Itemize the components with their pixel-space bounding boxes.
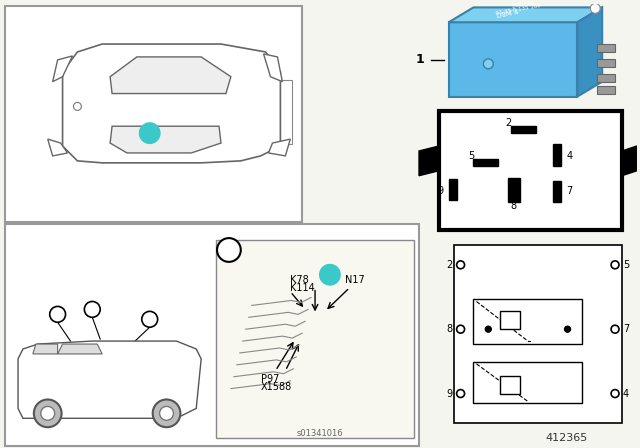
Circle shape [611, 325, 619, 333]
Circle shape [140, 123, 159, 143]
Bar [597, 86, 615, 94]
Bar [597, 44, 615, 52]
Polygon shape [449, 22, 577, 96]
Text: 4: 4 [623, 388, 629, 399]
Circle shape [320, 265, 340, 284]
Circle shape [611, 390, 619, 397]
Text: X1588: X1588 [260, 382, 292, 392]
Bar [500, 311, 520, 329]
Text: D8M 4: D8M 4 [497, 9, 520, 19]
Polygon shape [622, 146, 637, 176]
Text: K114: K114 [291, 283, 315, 293]
Polygon shape [196, 362, 201, 409]
Bar [454, 245, 622, 423]
Text: 5: 5 [623, 260, 629, 270]
Text: 2: 2 [447, 260, 452, 270]
Text: 2: 2 [505, 118, 511, 128]
Polygon shape [577, 8, 602, 96]
Polygon shape [63, 44, 280, 163]
Text: 9: 9 [438, 185, 444, 196]
Bar [553, 181, 561, 202]
Bar [216, 240, 414, 438]
Circle shape [611, 261, 619, 269]
Circle shape [564, 326, 570, 332]
Circle shape [41, 406, 54, 420]
Polygon shape [48, 139, 68, 156]
Bar [508, 178, 520, 202]
Bar [597, 59, 615, 67]
Circle shape [217, 238, 241, 262]
Polygon shape [33, 344, 58, 354]
Text: 1: 1 [326, 270, 334, 280]
Text: 2: 2 [147, 314, 153, 324]
Text: N17: N17 [345, 275, 365, 284]
Text: 1: 1 [89, 304, 95, 314]
Polygon shape [52, 56, 72, 82]
Polygon shape [58, 344, 102, 354]
Text: 5: 5 [468, 151, 475, 161]
Bar [439, 112, 622, 230]
Circle shape [590, 4, 600, 13]
Bar [500, 376, 520, 393]
Bar [5, 224, 419, 446]
Circle shape [456, 261, 465, 269]
Polygon shape [8, 362, 15, 409]
Circle shape [483, 59, 493, 69]
Text: 4: 4 [566, 151, 573, 161]
Circle shape [456, 325, 465, 333]
Text: 9: 9 [447, 388, 452, 399]
Text: 7: 7 [566, 185, 573, 196]
Bar [449, 179, 456, 200]
Circle shape [84, 302, 100, 317]
Polygon shape [110, 126, 221, 153]
Text: 1: 1 [415, 53, 424, 66]
Polygon shape [449, 8, 602, 22]
Bar [474, 362, 582, 404]
Text: 7: 7 [623, 324, 629, 334]
Circle shape [34, 400, 61, 427]
Polygon shape [269, 139, 291, 156]
Polygon shape [419, 146, 439, 176]
Circle shape [159, 406, 173, 420]
Text: 61 35-6 135 160: 61 35-6 135 160 [495, 3, 541, 16]
Bar [271, 80, 292, 144]
Text: 1: 1 [224, 243, 234, 257]
Text: 8: 8 [510, 202, 516, 211]
Circle shape [485, 326, 492, 332]
Text: 8: 8 [447, 324, 452, 334]
Bar [597, 74, 615, 82]
Circle shape [50, 306, 65, 322]
Text: 308 110: 308 110 [511, 0, 534, 9]
Bar [511, 126, 536, 133]
Text: P97: P97 [260, 374, 279, 383]
Text: 412365: 412365 [545, 433, 588, 443]
Text: 3: 3 [54, 309, 61, 319]
Bar [474, 299, 582, 344]
Polygon shape [110, 57, 231, 94]
Bar [474, 159, 498, 166]
Text: 1: 1 [146, 128, 154, 138]
Circle shape [74, 103, 81, 110]
Text: K78: K78 [291, 275, 309, 284]
Circle shape [456, 390, 465, 397]
Text: s01341016: s01341016 [297, 429, 343, 438]
Bar [5, 6, 302, 222]
Circle shape [142, 311, 157, 327]
Polygon shape [264, 54, 282, 82]
Circle shape [153, 400, 180, 427]
Bar [553, 144, 561, 166]
Polygon shape [18, 341, 201, 418]
